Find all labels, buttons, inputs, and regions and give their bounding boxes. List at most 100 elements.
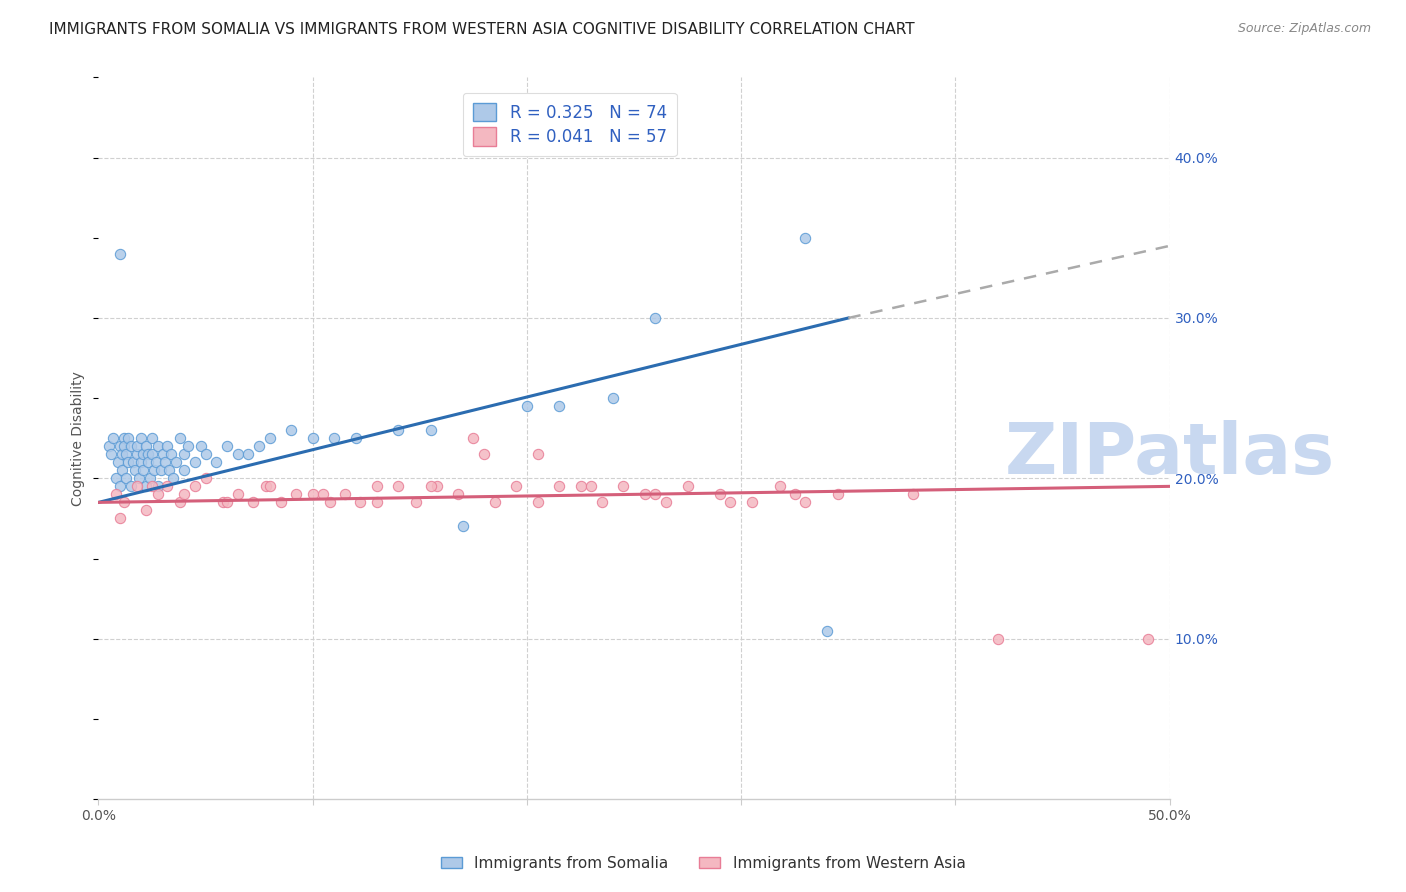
Point [451,519,474,533]
Point [143,463,166,477]
Point [579,479,602,493]
Point [548,479,571,493]
Point [108,511,131,525]
Point [177,439,200,453]
Point [312,487,335,501]
Point [98,439,121,453]
Point [419,479,441,493]
Point [111,447,134,461]
Point [117,431,139,445]
Legend: R = 0.325   N = 74, R = 0.041   N = 57: R = 0.325 N = 74, R = 0.041 N = 57 [463,93,676,156]
Point [387,479,409,493]
Y-axis label: Cognitive Disability: Cognitive Disability [72,371,86,506]
Point [238,447,260,461]
Point [136,447,159,461]
Point [827,487,849,501]
Point [591,495,613,509]
Point [160,447,183,461]
Point [169,431,191,445]
Point [120,479,142,493]
Point [107,455,129,469]
Point [124,463,146,477]
Point [153,455,176,469]
Point [194,447,217,461]
Point [157,463,180,477]
Point [284,487,307,501]
Point [135,479,157,493]
Point [426,479,449,493]
Point [516,399,538,413]
Point [741,495,763,509]
Point [194,471,217,485]
Point [190,439,212,453]
Text: IMMIGRANTS FROM SOMALIA VS IMMIGRANTS FROM WESTERN ASIA COGNITIVE DISABILITY COR: IMMIGRANTS FROM SOMALIA VS IMMIGRANTS FR… [49,22,915,37]
Point [505,479,527,493]
Point [634,487,657,501]
Point [526,447,548,461]
Point [128,471,150,485]
Point [301,487,323,501]
Point [104,471,127,485]
Point [173,447,195,461]
Point [319,495,342,509]
Point [366,479,388,493]
Point [125,439,148,453]
Point [115,471,138,485]
Point [103,431,125,445]
Point [205,455,228,469]
Point [259,479,281,493]
Point [112,439,135,453]
Point [215,439,238,453]
Point [349,495,371,509]
Point [108,247,131,261]
Point [148,487,170,501]
Point [108,479,131,493]
Point [901,487,924,501]
Point [125,479,148,493]
Point [149,463,172,477]
Point [676,479,699,493]
Point [152,447,174,461]
Point [129,455,152,469]
Point [100,447,122,461]
Point [117,455,139,469]
Point [226,487,249,501]
Point [121,455,143,469]
Point [447,487,470,501]
Point [141,447,163,461]
Point [136,455,159,469]
Point [569,479,592,493]
Point [548,399,571,413]
Point [644,487,666,501]
Point [709,487,731,501]
Point [769,479,792,493]
Point [139,471,162,485]
Point [301,431,323,445]
Point [333,487,356,501]
Point [344,431,367,445]
Point [323,431,346,445]
Point [129,431,152,445]
Point [169,495,191,509]
Point [794,495,817,509]
Point [644,310,666,325]
Point [1137,632,1160,646]
Point [112,495,135,509]
Point [120,439,142,453]
Point [162,471,184,485]
Point [148,479,170,493]
Text: Source: ZipAtlas.com: Source: ZipAtlas.com [1237,22,1371,36]
Point [720,495,742,509]
Point [135,439,157,453]
Point [111,463,134,477]
Point [612,479,634,493]
Point [254,479,277,493]
Point [387,423,409,437]
Point [104,487,127,501]
Point [184,455,207,469]
Point [141,431,163,445]
Legend: Immigrants from Somalia, Immigrants from Western Asia: Immigrants from Somalia, Immigrants from… [434,850,972,877]
Point [270,495,292,509]
Point [280,423,302,437]
Point [794,231,817,245]
